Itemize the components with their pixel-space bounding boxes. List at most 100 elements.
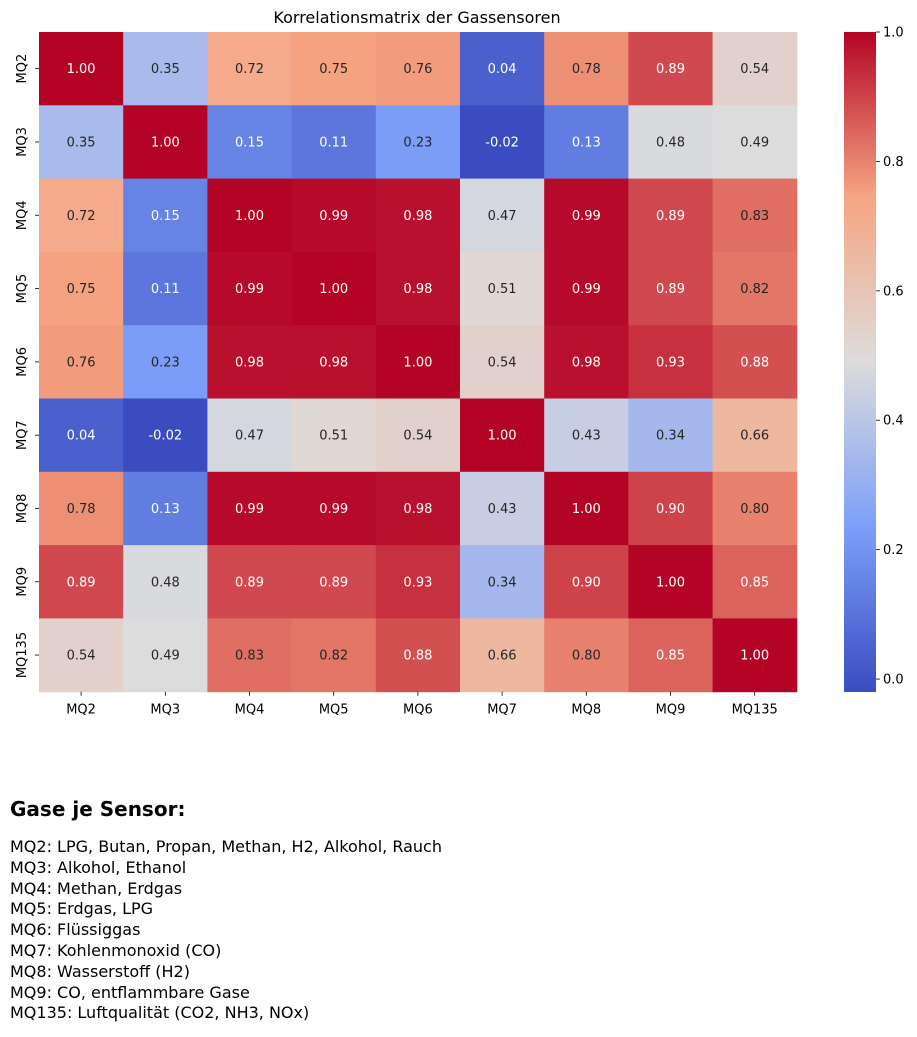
colorbar-tick-label: 0.6 [883,284,904,299]
gas-list-item: MQ135: Luftqualität (CO2, NH3, NOx) [10,1003,310,1023]
heatmap-cell [628,545,714,619]
colorbar-ticks: 0.0 0.2 0.4 0.6 0.8 1.0 [876,26,904,688]
cell-value-label: 0.90 [572,575,601,590]
cell-value-label: 0.89 [656,62,685,77]
heatmap-cell [207,251,293,326]
cell-value-label: 0.88 [740,355,769,370]
cell-value-label: 1.00 [235,209,264,224]
heatmap-cell [207,325,293,399]
cell-value-label: 0.76 [67,355,96,370]
gas-list: MQ2: LPG, Butan, Propan, Methan, H2, Alk… [10,837,890,1024]
heatmap-cell [712,545,798,619]
cell-value-label: 0.43 [572,429,601,444]
row-label: MQ8 [15,494,30,524]
cell-value-label: 0.76 [403,62,432,77]
heatmap-cell [712,251,798,326]
correlation-heatmap: Korrelationsmatrix der Gassensoren 1.00 0… [15,8,904,718]
heatmap-cell [291,105,377,180]
cell-value-label: 0.47 [488,209,517,224]
heatmap-cell [39,471,124,546]
cell-value-label: 0.83 [740,209,769,224]
col-label: MQ9 [656,703,686,718]
heatmap-cell [544,325,629,399]
col-label: MQ135 [732,703,778,718]
heatmap-cell [207,471,293,546]
cell-value-label: 0.51 [488,282,517,297]
heatmap-cell [460,398,545,473]
cell-value-label: 0.35 [67,135,96,150]
row-label: MQ6 [15,347,30,377]
heatmap-cell [39,618,124,693]
heatmap-cell [291,178,377,253]
cell-value-label: 0.98 [572,355,601,370]
cell-value-label: 0.34 [656,429,685,444]
col-label: MQ8 [571,703,601,718]
heatmap-cell [375,325,461,399]
heatmap-cell [544,545,629,619]
heatmap-cell [628,251,714,326]
heatmap-cell [123,32,208,106]
heatmap-cell [123,398,208,473]
cell-value-label: -0.02 [485,135,519,150]
cell-value-label: 0.78 [572,62,601,77]
cell-value-label: 0.54 [740,62,769,77]
heatmap-cell [628,178,714,253]
heatmap-cell [207,545,293,619]
heatmap-cell [39,32,124,106]
cell-value-label: 0.72 [235,62,264,77]
cell-value-label: 0.72 [67,209,96,224]
heatmap-cell [544,398,629,473]
cell-value-label: 0.89 [319,575,348,590]
heatmap-cell [544,618,629,693]
cell-value-label: 0.90 [656,502,685,517]
heatmap-cell [712,32,798,106]
heatmap-cell [628,471,714,546]
heatmap-cell [460,325,545,399]
heatmap-cell [628,32,714,106]
heatmap-cell [460,105,545,180]
cell-value-label: 1.00 [67,62,96,77]
cell-value-label: 0.98 [403,209,432,224]
row-label: MQ7 [15,420,30,450]
cell-value-label: 0.80 [572,649,601,664]
cell-value-label: 1.00 [656,575,685,590]
cell-value-label: 0.85 [740,575,769,590]
cell-value-label: 0.88 [403,649,432,664]
gas-legend-section: Gase je Sensor: MQ2: LPG, Butan, Propan,… [10,797,890,1024]
cell-value-label: 1.00 [488,429,517,444]
row-label: MQ2 [15,54,30,84]
cell-value-label: 0.48 [656,135,685,150]
heatmap-cell [628,105,714,180]
heatmap-cell [375,178,461,253]
heatmap-cell [123,618,208,693]
gas-list-item: MQ3: Alkohol, Ethanol [10,857,187,877]
gas-list-item: MQ5: Erdgas, LPG [10,899,154,919]
cell-value-label: 1.00 [151,135,180,150]
heatmap-cell [460,178,545,253]
cell-value-label: 0.82 [740,282,769,297]
heatmap-cell [628,325,714,399]
cell-value-label: 0.99 [235,282,264,297]
row-label: MQ4 [15,200,30,230]
gas-legend-title: Gase je Sensor: [10,797,186,821]
cell-value-label: 0.89 [235,575,264,590]
col-label: MQ7 [487,703,517,718]
col-label: MQ6 [403,703,433,718]
heatmap-cell [39,105,124,180]
cell-value-label: 0.99 [319,209,348,224]
cell-value-label: 0.85 [656,649,685,664]
cell-value-label: 0.04 [488,62,517,77]
heatmap-cell [460,32,545,106]
cell-value-label: 0.98 [403,282,432,297]
heatmap-cell [207,178,293,253]
cell-value-label: 0.98 [235,355,264,370]
heatmap-cell [123,251,208,326]
cell-value-label: 0.99 [319,502,348,517]
heatmap-cell [39,251,124,326]
heatmap-cell [712,325,798,399]
heatmap-cell [460,471,545,546]
cell-value-label: 0.98 [403,502,432,517]
gas-list-item: MQ7: Kohlenmonoxid (CO) [10,940,222,960]
colorbar-tick-label: 0.2 [883,543,904,558]
heatmap-cell [375,471,461,546]
